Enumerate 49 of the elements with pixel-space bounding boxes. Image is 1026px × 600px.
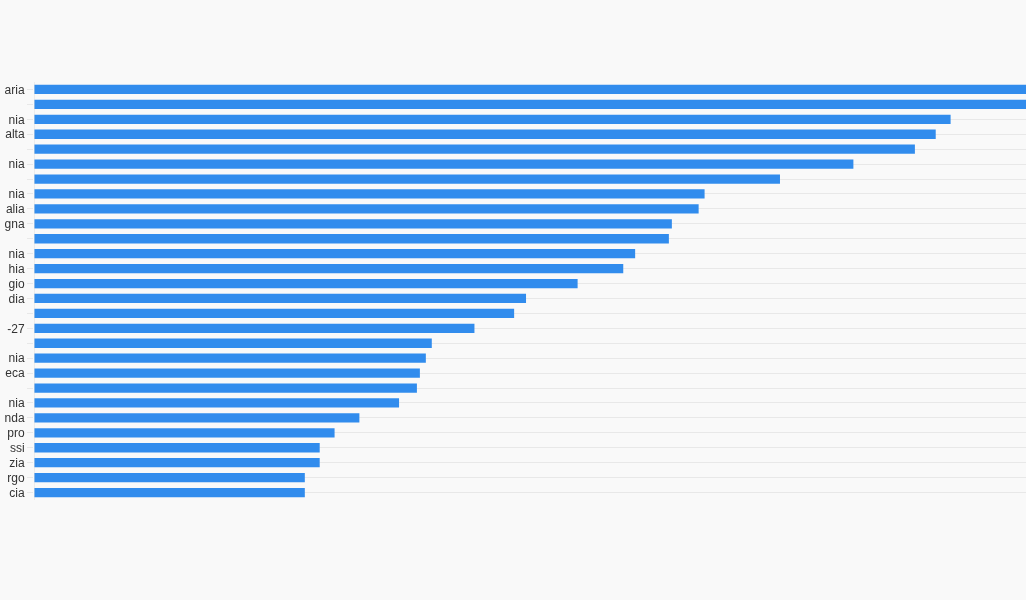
- bar: [34, 129, 936, 139]
- y-tick-label: dia: [8, 291, 25, 306]
- bar: [34, 413, 360, 423]
- bar: [34, 219, 672, 229]
- y-tick-label: zia: [9, 455, 25, 470]
- y-tick-label: ssi: [9, 440, 25, 455]
- y-tick-label: rgo: [7, 470, 25, 485]
- bar: [34, 428, 335, 438]
- bar: [34, 114, 951, 124]
- y-tick-label: nda: [4, 411, 25, 426]
- bar: [34, 293, 527, 304]
- bar: [34, 398, 400, 408]
- bar: [34, 84, 1026, 95]
- y-tick-label: alta: [5, 127, 25, 142]
- bar: [34, 443, 320, 453]
- y-tick-label: nia: [8, 187, 25, 202]
- bar: [34, 249, 636, 259]
- y-tick-label: gio: [8, 276, 25, 291]
- bar: [34, 234, 669, 244]
- y-tick-label: -27: [7, 321, 25, 336]
- bar: [34, 353, 426, 363]
- bar: [34, 383, 417, 393]
- y-tick-label: aria: [4, 82, 25, 97]
- y-tick-label: alia: [5, 202, 25, 217]
- bar: [34, 204, 699, 214]
- y-tick-label: hia: [8, 261, 25, 276]
- y-tick-label: eca: [5, 366, 25, 381]
- y-tick-label: nia: [8, 396, 25, 411]
- bar: [34, 99, 1026, 110]
- bar: [34, 278, 578, 289]
- y-tick-label: pro: [7, 426, 25, 441]
- y-tick-label: cia: [9, 485, 25, 500]
- bar: [34, 458, 320, 468]
- bar: [34, 338, 432, 348]
- bar: [34, 368, 420, 378]
- bar: [34, 174, 780, 184]
- bar: [34, 144, 915, 154]
- y-tick-label: nia: [8, 246, 25, 261]
- y-tick-label: nia: [8, 112, 25, 127]
- bar: [34, 323, 475, 333]
- y-tick-label: gna: [4, 217, 25, 232]
- bar: [34, 487, 305, 498]
- bar: [34, 308, 515, 319]
- bar: [34, 472, 305, 483]
- y-tick-label: nia: [8, 351, 25, 366]
- bar: [34, 189, 705, 199]
- bar: [34, 159, 854, 169]
- y-tick-label: nia: [8, 157, 25, 172]
- bar: [34, 263, 624, 274]
